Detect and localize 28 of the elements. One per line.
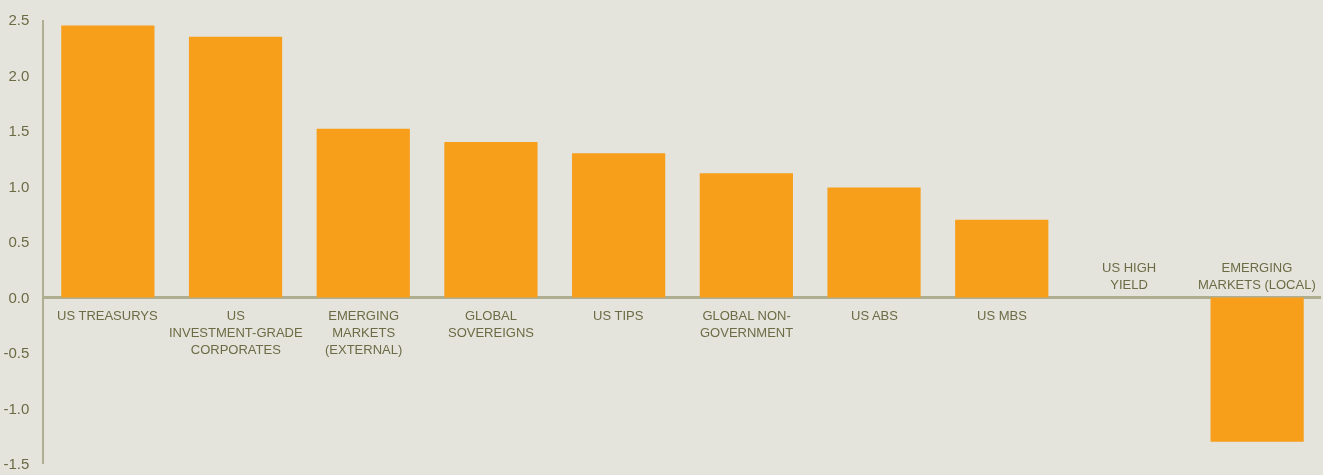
bar — [572, 153, 666, 298]
x-tick-label: US TREASURYS — [57, 308, 158, 323]
y-tick-label: -1.0 — [3, 399, 30, 417]
x-tick-label: EMERGING MARKETS (EXTERNAL) — [325, 308, 403, 357]
y-tick-label: -1.5 — [3, 455, 30, 473]
bar — [1210, 297, 1304, 442]
bar — [955, 219, 1049, 298]
y-tick-label: 1.5 — [8, 122, 30, 140]
x-tick-label: US MBS — [977, 308, 1028, 323]
x-tick-label: US ABS — [851, 308, 899, 323]
x-tick-label: GLOBAL SOVEREIGNS — [448, 308, 535, 340]
y-tick-label: 0.5 — [8, 233, 30, 251]
bar — [316, 128, 410, 298]
y-tick-label: 2.5 — [8, 11, 30, 29]
y-tick-label: 1.0 — [8, 177, 30, 195]
x-tick-label: US INVESTMENT-GRADE CORPORATES — [169, 308, 303, 357]
y-tick-label: 0.0 — [8, 288, 30, 306]
x-tick-label: EMERGING MARKETS (LOCAL) — [1198, 260, 1316, 292]
x-tick-label: US TIPS — [593, 308, 644, 323]
bar — [188, 36, 283, 298]
x-tick-label: GLOBAL NON- GOVERNMENT — [700, 308, 794, 340]
bar — [61, 25, 155, 298]
y-tick-label: 2.0 — [8, 66, 30, 84]
bar — [827, 187, 921, 298]
x-tick-label: US HIGH YIELD — [1102, 260, 1157, 292]
bar — [699, 173, 793, 298]
bar — [444, 142, 538, 298]
y-tick-label: -0.5 — [3, 344, 30, 362]
